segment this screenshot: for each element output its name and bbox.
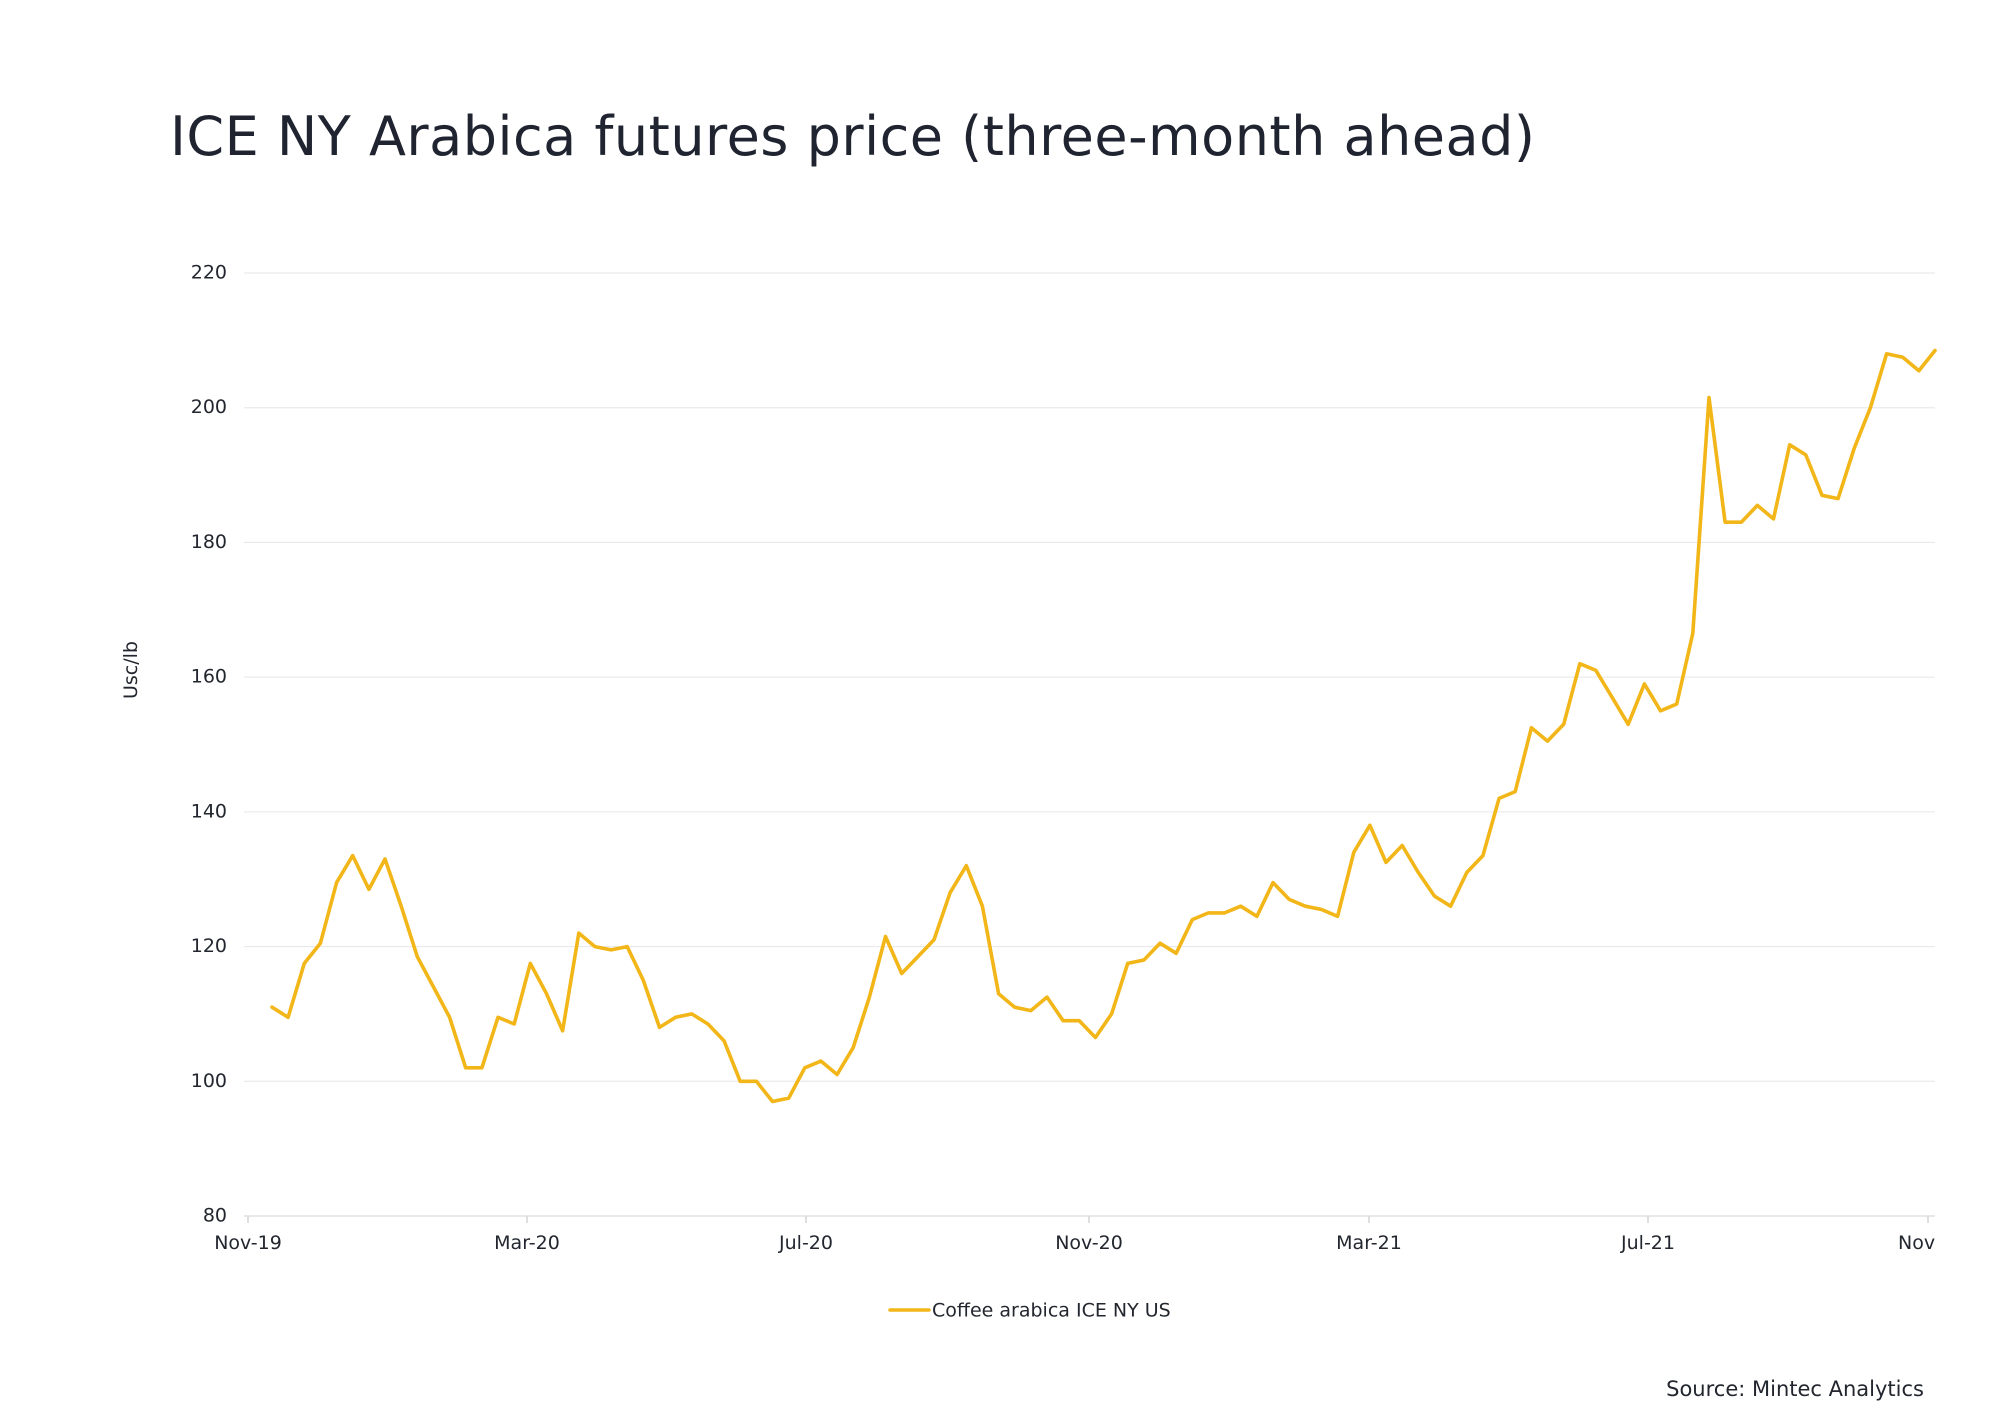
y-tick-label: 180 (191, 531, 227, 553)
y-tick-label: 80 (203, 1205, 227, 1227)
x-tick-label: Jul-20 (778, 1232, 833, 1254)
y-tick-label: 100 (191, 1070, 227, 1092)
legend: Coffee arabica ICE NY US (888, 1300, 1171, 1322)
x-tick-label: Jul-21 (1620, 1232, 1675, 1254)
source-note: Source: Mintec Analytics (1666, 1377, 1924, 1401)
legend-label: Coffee arabica ICE NY US (932, 1300, 1171, 1322)
y-tick-label: 120 (191, 935, 227, 957)
y-axis-label: Usc/lb (120, 641, 142, 699)
series-lines (270, 348, 1937, 1104)
chart-title: ICE NY Arabica futures price (three-mont… (170, 105, 1536, 168)
x-tick-label: Mar-21 (1336, 1232, 1402, 1254)
y-tick-label: 140 (191, 800, 227, 822)
y-axis-ticks: 80 100 120 140 160 180 200 220 (191, 262, 227, 1227)
y-tick-label: 200 (191, 396, 227, 418)
series-line (270, 348, 1937, 1104)
x-tick-label: Nov-19 (214, 1232, 282, 1254)
x-tick-label: Nov (1898, 1232, 1935, 1254)
x-axis-ticks: Nov-19 Mar-20 Jul-20 Nov-20 Mar-21 Jul-21 Nov (214, 1216, 1935, 1254)
x-tick-label: Nov-20 (1055, 1232, 1123, 1254)
y-tick-label: 160 (191, 666, 227, 688)
y-tick-label: 220 (191, 262, 227, 284)
x-tick-label: Mar-20 (494, 1232, 560, 1254)
grid-lines (244, 272, 1935, 1082)
